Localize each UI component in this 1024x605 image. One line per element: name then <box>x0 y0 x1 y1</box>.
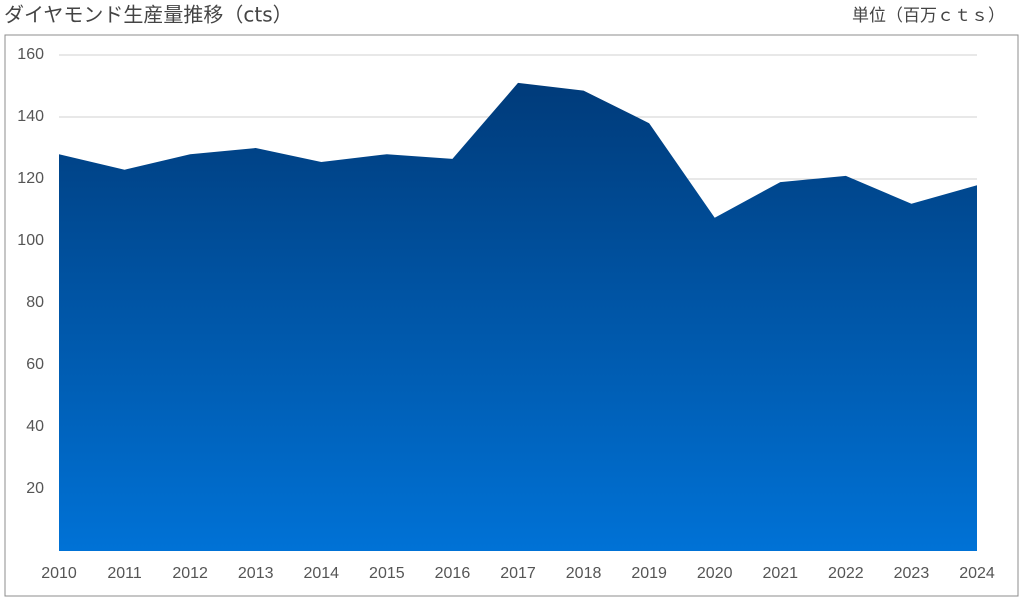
x-tick-label: 2016 <box>435 565 471 582</box>
area <box>59 82 977 552</box>
x-tick-label: 2012 <box>172 565 208 582</box>
x-tick-label: 2024 <box>959 565 995 582</box>
unit-label: 単位（百万ｃｔｓ） <box>852 6 1005 26</box>
x-tick-label: 2011 <box>107 565 142 582</box>
y-tick-label: 120 <box>17 170 44 187</box>
y-tick-label: 40 <box>26 418 44 435</box>
y-tick-label: 140 <box>17 108 44 125</box>
x-tick-label: 2015 <box>369 565 405 582</box>
x-tick-label: 2022 <box>828 565 864 582</box>
x-tick-label: 2019 <box>631 565 667 582</box>
y-tick-label: 100 <box>17 232 44 249</box>
x-tick-label: 2014 <box>303 565 339 582</box>
y-tick-label: 60 <box>26 356 44 373</box>
x-tick-label: 2010 <box>41 565 77 582</box>
x-tick-label: 2013 <box>238 565 274 582</box>
x-tick-label: 2020 <box>697 565 733 582</box>
x-tick-label: 2023 <box>894 565 930 582</box>
x-tick-label: 2017 <box>500 565 536 582</box>
y-tick-label: 160 <box>17 46 44 63</box>
chart-title: ダイヤモンド生産量推移（cts） <box>4 3 293 27</box>
x-tick-label: 2021 <box>762 565 798 582</box>
y-tick-label: 80 <box>26 294 44 311</box>
y-tick-label: 20 <box>26 480 44 497</box>
x-tick-label: 2018 <box>566 565 602 582</box>
